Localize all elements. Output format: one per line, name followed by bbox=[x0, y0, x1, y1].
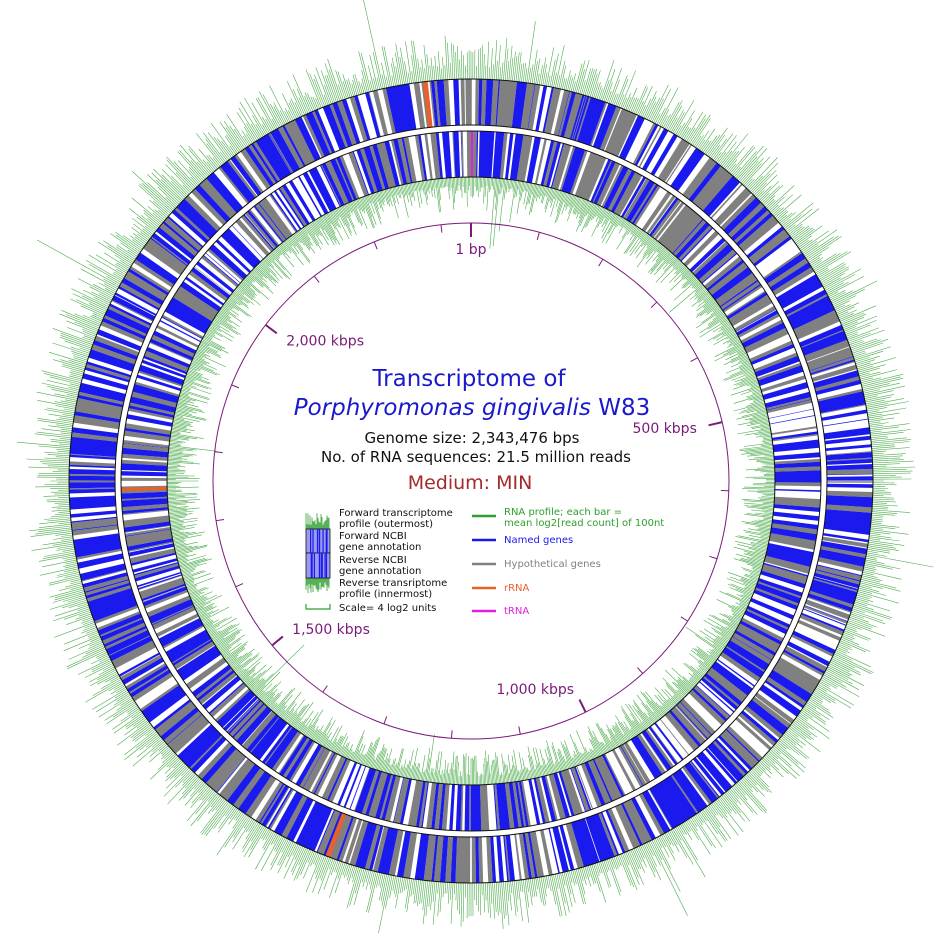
forward-profile-bars bbox=[17, 0, 934, 933]
rna-sequence-count: No. of RNA sequences: 21.5 million reads bbox=[321, 448, 631, 466]
minor-tick bbox=[650, 301, 658, 308]
species-name: Porphyromonas gingivalis bbox=[294, 395, 591, 421]
trna-mark bbox=[471, 131, 474, 178]
forward-transcriptome-profile bbox=[17, 0, 934, 933]
major-tick bbox=[264, 324, 278, 335]
forward-gene-annotation-ring bbox=[69, 79, 873, 884]
ring-border bbox=[120, 130, 822, 832]
minor-tick bbox=[450, 730, 453, 739]
minor-tick bbox=[536, 232, 540, 241]
scale-bar bbox=[305, 604, 331, 610]
ring-border bbox=[68, 78, 874, 884]
minor-tick bbox=[373, 241, 378, 250]
ring-borders bbox=[68, 78, 874, 884]
reverse-transcriptome-profile bbox=[166, 176, 776, 786]
ring-border bbox=[166, 176, 776, 786]
legend-item-reverse-annotation: Reverse NCBI gene annotation bbox=[339, 555, 421, 577]
legend-scale: Scale= 4 log2 units bbox=[339, 603, 436, 614]
minor-tick bbox=[313, 275, 320, 283]
tick-label: 500 kbps bbox=[633, 421, 697, 437]
ring-border bbox=[114, 124, 828, 838]
minor-tick bbox=[598, 258, 604, 267]
minor-tick bbox=[709, 555, 718, 560]
rrna-mark bbox=[121, 486, 168, 492]
rrna-mark bbox=[422, 81, 433, 128]
minor-tick bbox=[518, 726, 521, 735]
minor-tick bbox=[440, 224, 443, 233]
tick-label: 1 bp bbox=[455, 242, 486, 258]
minor-tick bbox=[235, 583, 244, 588]
position-scale-ring: 1 bp 500 kbps 1,000 kbps 1,500 kbps 2,000 kb… bbox=[212, 222, 730, 740]
minor-tick bbox=[231, 384, 240, 389]
minor-tick bbox=[637, 667, 644, 674]
minor-tick bbox=[680, 616, 688, 622]
minor-tick bbox=[322, 685, 328, 693]
legend-item-forward-profile: Forward transcriptome profile (outermost) bbox=[339, 508, 453, 530]
legend-trna: tRNA bbox=[504, 606, 529, 617]
legend-tracks: Forward transcriptome profile (outermost)… bbox=[305, 508, 453, 614]
tick-label: 2,000 kbps bbox=[286, 334, 364, 350]
legend-rna-profile: RNA profile; each bar = mean log2[read co… bbox=[504, 507, 664, 529]
major-tick bbox=[271, 635, 284, 647]
title-line1: Transcriptome of bbox=[372, 366, 567, 392]
legend-item-reverse-profile: Reverse transriptome profile (innermost) bbox=[339, 578, 447, 600]
rrna-mark bbox=[325, 812, 347, 858]
legend-item-forward-annotation: Forward NCBI gene annotation bbox=[339, 531, 421, 553]
tick-label: 1,000 kbps bbox=[496, 682, 574, 698]
minor-tick bbox=[215, 518, 225, 522]
title-line2: Porphyromonas gingivalis W83 bbox=[294, 395, 651, 421]
minor-tick bbox=[214, 451, 223, 454]
minor-tick bbox=[383, 716, 388, 725]
reverse-gene-annotation-ring bbox=[121, 131, 821, 831]
medium-label: Medium: MIN bbox=[408, 472, 533, 494]
legend-rrna: rRNA bbox=[504, 583, 530, 594]
legend-named-genes: Named genes bbox=[504, 535, 573, 546]
major-tick bbox=[578, 699, 587, 713]
legend-hypothetical-genes: Hypothetical genes bbox=[504, 559, 601, 570]
strain-name: W83 bbox=[598, 395, 650, 421]
genome-size: Genome size: 2,343,476 bps bbox=[364, 429, 579, 447]
reverse-profile-bars bbox=[166, 176, 776, 786]
legend-colors: RNA profile; each bar = mean log2[read co… bbox=[472, 507, 664, 617]
tick-label: 1,500 kbps bbox=[292, 622, 370, 638]
minor-tick bbox=[690, 357, 698, 362]
major-tick bbox=[708, 421, 723, 427]
legend-track-swatch bbox=[305, 513, 331, 593]
